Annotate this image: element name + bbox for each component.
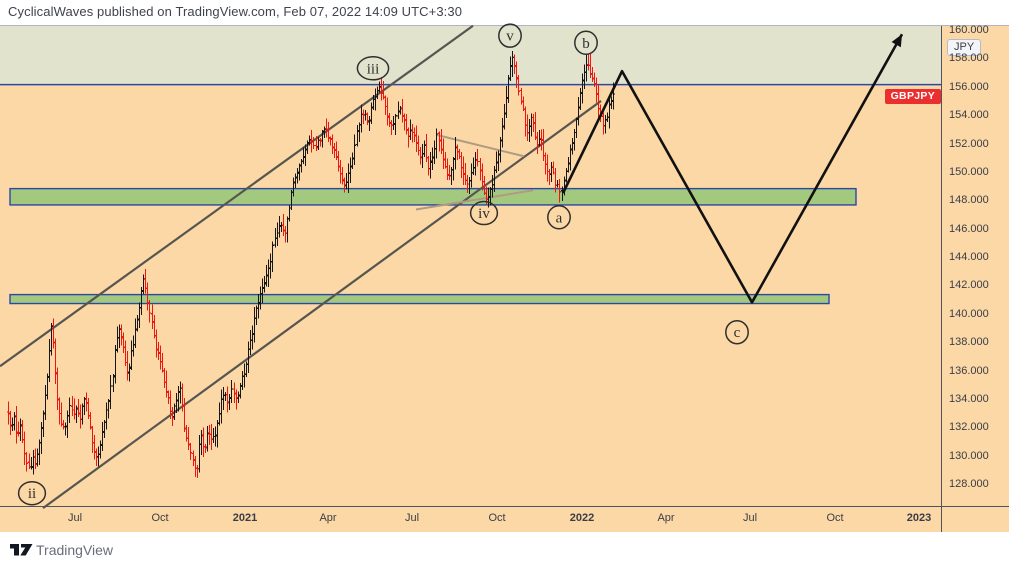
svg-text:iv: iv: [478, 206, 490, 222]
svg-text:v: v: [506, 29, 514, 45]
wave-label-a[interactable]: a: [547, 205, 571, 230]
time-axis-label-2023: 2023: [906, 512, 932, 524]
projection-arrowhead: [891, 34, 902, 48]
wave-label-iii[interactable]: iii: [356, 56, 390, 81]
price-axis-label-134.000: 134.000: [949, 392, 989, 405]
svg-text:ii: ii: [28, 486, 36, 502]
svg-text:iii: iii: [367, 61, 380, 77]
price-axis-label-142.000: 142.000: [949, 279, 989, 292]
price-axis-label-156.000: 156.000: [949, 80, 989, 93]
price-bars-down: [6, 53, 606, 478]
publish-info: CyclicalWaves published on TradingView.c…: [8, 4, 463, 19]
price-axis-label-140.000: 140.000: [949, 307, 989, 320]
header-bar: CyclicalWaves published on TradingView.c…: [0, 0, 1009, 25]
price-chart-plot[interactable]: ii iii iv v a b c GBPJPY: [0, 23, 941, 510]
time-axis-label-Oct: Oct: [151, 512, 169, 524]
wave-label-ii[interactable]: ii: [17, 480, 47, 506]
price-axis-label-128.000: 128.000: [949, 478, 989, 490]
price-axis-label-154.000: 154.000: [949, 109, 989, 122]
symbol-badge: GBPJPY: [884, 89, 941, 105]
time-axis[interactable]: Jul Oct 2021 Apr Jul Oct 2022 Apr Jul Oct 2023: [0, 506, 1009, 533]
price-axis-label-158.000: 158.000: [949, 52, 989, 65]
price-axis-label-148.000: 148.000: [949, 194, 989, 207]
axis-separator: [941, 507, 942, 533]
support-zone-1[interactable]: [9, 187, 857, 206]
time-axis-label-2021: 2021: [232, 512, 258, 524]
time-axis-label-Jul: Jul: [67, 512, 83, 524]
tradingview-logo-icon[interactable]: [10, 541, 33, 563]
projection-zigzag[interactable]: [561, 33, 904, 304]
time-axis-label-Apr: Apr: [657, 512, 675, 524]
wave-label-iv[interactable]: iv: [469, 200, 499, 226]
time-axis-label-2022: 2022: [569, 512, 595, 524]
price-axis-label-146.000: 146.000: [949, 222, 989, 235]
wedge-line-2[interactable]: [415, 189, 534, 211]
wedge-line-1[interactable]: [436, 134, 525, 158]
svg-text:c: c: [734, 325, 741, 341]
wave-label-v[interactable]: v: [498, 23, 522, 48]
price-axis-label-132.000: 132.000: [949, 421, 989, 434]
footer-bar: TradingView: [0, 532, 1009, 568]
wave-label-b[interactable]: b: [574, 30, 598, 56]
time-axis-label-Oct: Oct: [826, 512, 844, 524]
price-bars-up: [10, 50, 616, 475]
support-zone-2[interactable]: [9, 293, 830, 305]
channel-line-1[interactable]: [0, 24, 474, 368]
brand-name[interactable]: TradingView: [36, 542, 114, 558]
channel-line-2[interactable]: [42, 100, 602, 510]
price-axis-label-144.000: 144.000: [949, 251, 989, 263]
resistance-band: [0, 26, 941, 85]
time-axis-label-Jul: Jul: [404, 512, 420, 524]
svg-text:b: b: [582, 36, 590, 52]
time-axis-label-Oct: Oct: [488, 512, 506, 524]
chart-area: ii iii iv v a b c GBPJPY JPY 160.000 158.000 156…: [0, 23, 1009, 533]
price-axis[interactable]: JPY 160.000 158.000 156.000 154.000 152.000 1…: [941, 24, 1009, 533]
time-axis-label-Apr: Apr: [319, 512, 337, 524]
price-axis-label-150.000: 150.000: [949, 165, 989, 178]
price-axis-label-152.000: 152.000: [949, 137, 989, 150]
price-axis-label-136.000: 136.000: [949, 364, 989, 377]
time-axis-label-Jul: Jul: [742, 512, 758, 524]
price-axis-label-130.000: 130.000: [949, 449, 989, 462]
wave-label-c[interactable]: c: [725, 319, 749, 345]
price-axis-label-138.000: 138.000: [949, 336, 989, 349]
svg-text:a: a: [556, 210, 563, 226]
currency-badge[interactable]: JPY: [947, 39, 982, 57]
price-axis-label-160.000: 160.000: [949, 24, 989, 36]
